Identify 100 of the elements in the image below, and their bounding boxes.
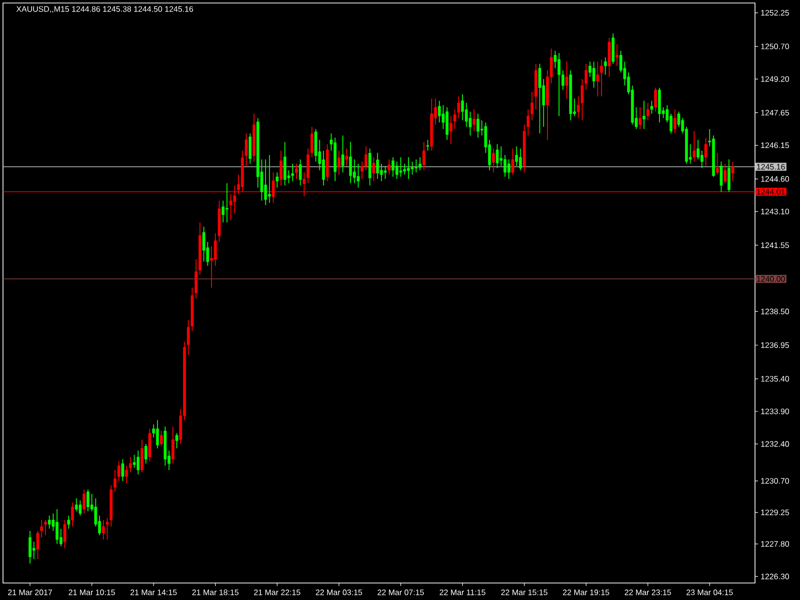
candlestick [44,520,47,536]
candlestick [102,520,105,540]
candlestick [638,106,642,130]
candlestick [32,541,36,560]
candlestick [446,106,448,140]
candlestick [376,152,379,180]
candlestick [604,56,607,76]
candlestick [728,158,730,192]
candlestick [56,508,58,544]
candlestick [724,163,727,184]
candlestick [654,87,657,112]
candlestick [608,37,611,78]
candlestick [426,139,430,152]
candlestick [345,148,348,166]
candlestick [276,172,279,188]
candlestick [418,156,422,171]
candlestick [658,87,661,123]
candlestick [642,100,646,130]
candlestick [476,113,480,138]
candlestick [407,156,410,180]
candlestick [592,61,596,88]
candlestick [496,144,499,169]
candlestick [692,130,696,162]
candlestick [310,126,314,158]
candlestick [558,52,560,116]
candlestick [410,161,414,176]
candlestick [248,132,252,164]
candlestick [612,32,615,64]
candlestick [519,148,522,171]
candlestick [156,420,159,449]
candlestick [341,135,344,173]
candlestick [716,152,719,176]
candlestick [472,108,476,132]
candlestick [388,158,391,176]
candlestick [399,156,402,178]
candlestick [372,156,376,182]
candlestick [175,432,178,449]
candlestick [380,163,383,182]
candlestick [515,146,518,166]
candlestick [295,163,298,180]
candlestick [392,156,394,178]
candlestick [140,439,144,473]
candlestick [283,142,286,186]
candlestick [63,520,66,549]
candlestick [414,158,418,173]
candlestick [356,163,360,188]
candlestick [507,158,510,180]
candlestick [352,158,356,184]
candlestick [395,161,398,180]
candlestick [132,454,136,468]
candlestick [322,150,325,186]
candlestick [129,456,132,473]
candlestick [696,139,700,160]
candlestick [291,163,294,182]
candlestick [565,61,568,100]
candlestick [268,154,271,204]
candlestick [78,500,82,516]
candlestick [720,161,723,192]
candlestick [338,150,340,176]
candlestick [616,44,618,66]
candlestick [121,458,124,482]
candlestick [646,102,650,121]
candlestick [144,444,148,464]
candlestick [226,182,228,223]
candlestick [650,100,654,114]
candlestick [464,102,468,128]
candlestick [114,470,116,492]
candlestick [280,150,282,186]
candlestick [171,426,174,464]
candlestick [48,515,51,530]
candlestick [28,530,32,564]
candlestick [264,158,267,206]
candlestick [148,428,152,462]
candlestick [160,430,163,447]
candlestick [136,450,140,475]
candlestick [125,465,128,484]
candlestick [596,61,600,97]
candlestick [673,108,676,134]
candlestick [731,162,734,182]
candlestick [222,200,225,223]
candlestick [364,146,368,171]
candlestick [306,148,310,184]
candlestick [86,489,90,512]
candlestick [298,158,302,186]
candlestick [403,163,406,176]
candlestick [588,61,592,78]
candlestick [700,150,704,169]
candlestick [704,137,708,166]
candlestick [511,148,514,176]
candlestick [600,59,603,97]
candlestick [67,515,70,530]
candlestick [450,116,452,145]
candlestick [384,165,387,180]
candlestick [349,142,352,184]
candlestick [422,142,426,171]
candlestick [202,226,206,262]
candlestick [461,94,464,121]
candlestick [670,113,672,134]
candlestick [71,502,74,527]
candlestick [492,148,495,173]
